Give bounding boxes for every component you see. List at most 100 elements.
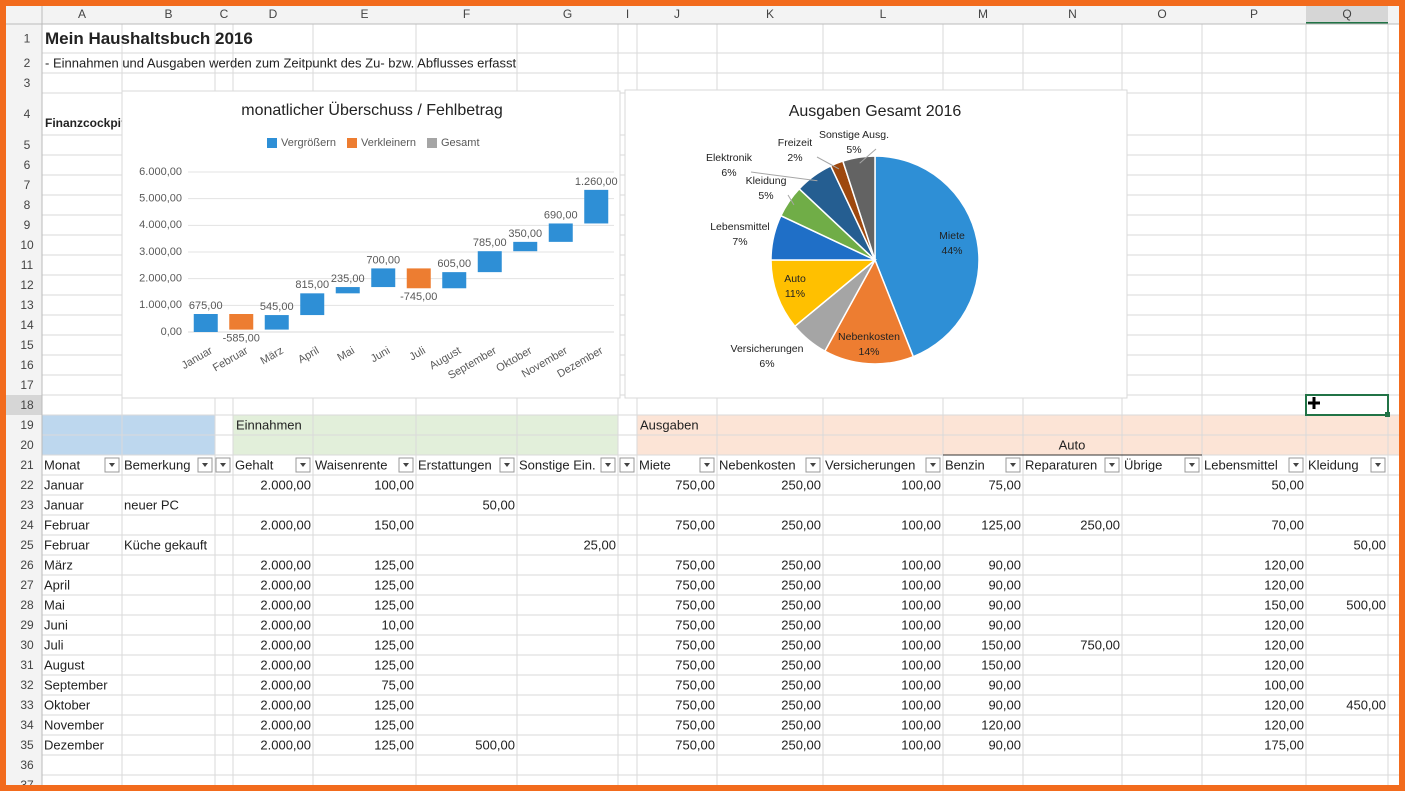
bar <box>548 223 573 242</box>
row-header: 19 <box>20 418 34 432</box>
filter-button[interactable] <box>925 457 941 473</box>
table-cell: 100,00 <box>901 697 941 712</box>
column-header: L <box>880 7 887 21</box>
group-label: Auto <box>1059 437 1086 452</box>
row-header: 6 <box>24 158 31 172</box>
table-cell: Oktober <box>44 697 91 712</box>
bar <box>406 268 431 289</box>
y-tick-label: 0,00 <box>161 326 182 338</box>
table-cell: 250,00 <box>781 597 821 612</box>
bar <box>584 189 609 224</box>
table-cell: 150,00 <box>1264 597 1304 612</box>
table-cell: 2.000,00 <box>260 477 311 492</box>
row-header: 25 <box>20 538 34 552</box>
filter-button[interactable] <box>1005 457 1021 473</box>
y-tick-label: 5.000,00 <box>139 193 182 205</box>
row-header: 17 <box>20 378 34 392</box>
table-cell: 750,00 <box>675 697 715 712</box>
table-cell: Dezember <box>44 737 105 752</box>
table-cell: 90,00 <box>988 577 1021 592</box>
table-header: Reparaturen <box>1025 457 1097 472</box>
row-header: 5 <box>24 138 31 152</box>
column-header: N <box>1068 7 1077 21</box>
table-cell: 100,00 <box>901 517 941 532</box>
filter-button[interactable] <box>197 457 213 473</box>
table-cell: 250,00 <box>781 717 821 732</box>
table-cell: 2.000,00 <box>260 637 311 652</box>
filter-button[interactable] <box>699 457 715 473</box>
bar <box>229 314 254 330</box>
sheet-title: Mein Haushaltsbuch 2016 <box>45 29 253 48</box>
column-header: D <box>269 7 278 21</box>
table-cell: 10,00 <box>381 617 414 632</box>
filter-button[interactable] <box>104 457 120 473</box>
table-cell: 25,00 <box>583 537 616 552</box>
filter-button[interactable] <box>805 457 821 473</box>
filter-button[interactable] <box>1370 457 1386 473</box>
legend-label: Verkleinern <box>361 137 416 149</box>
table-cell: 125,00 <box>374 737 414 752</box>
table-cell: 250,00 <box>1080 517 1120 532</box>
table-cell: 120,00 <box>1264 717 1304 732</box>
table-cell: 250,00 <box>781 657 821 672</box>
table-header: Bemerkung <box>124 457 190 472</box>
filter-button[interactable] <box>1104 457 1120 473</box>
filter-arrow <box>810 463 816 467</box>
filter-button[interactable] <box>295 457 311 473</box>
leader-line <box>787 194 795 206</box>
row-header: 1 <box>24 32 31 46</box>
table-cell: 250,00 <box>781 557 821 572</box>
filter-button[interactable] <box>1288 457 1304 473</box>
filter-arrow <box>624 463 630 467</box>
filter-button[interactable] <box>499 457 515 473</box>
value-label: 235,00 <box>331 273 365 285</box>
table-cell: 75,00 <box>988 477 1021 492</box>
column-header: A <box>78 7 86 21</box>
cockpit-label: Finanzcockpit <box>45 116 125 130</box>
table-cell: 100,00 <box>374 477 414 492</box>
slice-percent: 6% <box>759 358 774 370</box>
filter-button[interactable] <box>600 457 616 473</box>
filter-button[interactable] <box>398 457 414 473</box>
row-header: 36 <box>20 758 34 772</box>
table-cell: 125,00 <box>374 697 414 712</box>
table-cell: 750,00 <box>675 677 715 692</box>
row-header: 24 <box>20 518 34 532</box>
row-header: 21 <box>20 458 34 472</box>
row-header-selected <box>6 395 42 415</box>
table-cell: Juni <box>44 617 68 632</box>
table-cell: 2.000,00 <box>260 717 311 732</box>
table-cell: 90,00 <box>988 737 1021 752</box>
filter-button[interactable] <box>619 457 635 473</box>
table-cell: Februar <box>44 537 90 552</box>
table-cell: 120,00 <box>981 717 1021 732</box>
leader-line <box>750 171 818 182</box>
slice-label: Kleidung <box>746 175 787 187</box>
table-cell: 120,00 <box>1264 637 1304 652</box>
row-header: 2 <box>24 56 31 70</box>
value-label: 605,00 <box>437 258 471 270</box>
slice-percent: 5% <box>758 190 773 202</box>
column-header: E <box>360 7 368 21</box>
table-header: Waisenrente <box>315 457 388 472</box>
filter-button[interactable] <box>1184 457 1200 473</box>
table-cell: 120,00 <box>1264 697 1304 712</box>
table-cell: 2.000,00 <box>260 737 311 752</box>
pie-slice <box>823 258 915 365</box>
legend-swatch <box>427 138 437 148</box>
filter-arrow <box>605 463 611 467</box>
table-cell: 100,00 <box>901 737 941 752</box>
column-header: I <box>626 7 629 21</box>
table-cell: 90,00 <box>988 557 1021 572</box>
table-cell: Januar <box>44 477 84 492</box>
table-cell: 125,00 <box>374 657 414 672</box>
table-cell: 120,00 <box>1264 577 1304 592</box>
table-cell: 100,00 <box>901 577 941 592</box>
value-label: 350,00 <box>508 228 542 240</box>
bar <box>442 272 467 289</box>
table-cell: 90,00 <box>988 597 1021 612</box>
filter-button[interactable] <box>215 457 231 473</box>
slice-label: Versicherungen <box>731 343 804 355</box>
pie-slice <box>841 155 876 261</box>
bar <box>513 241 538 252</box>
